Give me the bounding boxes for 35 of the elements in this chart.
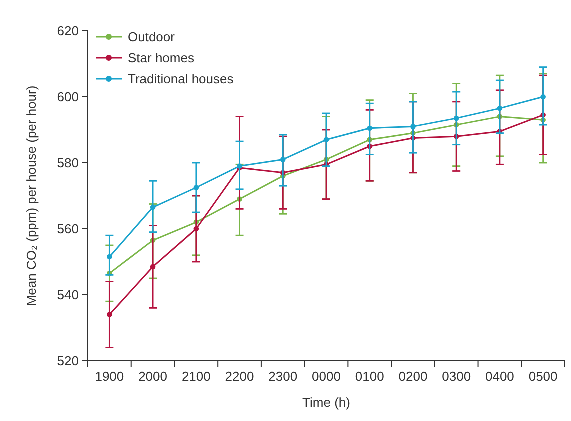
y-tick-label: 560 <box>57 222 79 237</box>
point <box>324 137 330 143</box>
point <box>194 226 200 232</box>
x-tick-label: 0100 <box>355 369 384 384</box>
y-tick-label: 580 <box>57 156 79 171</box>
x-tick-label: 2100 <box>182 369 211 384</box>
point <box>107 254 112 260</box>
legend-label: Traditional houses <box>128 72 234 87</box>
legend-label: Outdoor <box>128 30 176 45</box>
x-tick-label: 0500 <box>528 369 558 384</box>
y-tick-label: 520 <box>57 354 79 369</box>
y-tick-label: 600 <box>57 90 79 105</box>
y-tick-label: 620 <box>57 24 79 39</box>
point <box>540 94 546 100</box>
legend-label: Star homes <box>128 50 195 66</box>
point <box>107 312 112 318</box>
point <box>280 157 286 162</box>
point <box>454 116 460 122</box>
x-tick-label: 1900 <box>95 369 124 384</box>
point <box>150 264 156 270</box>
x-tick-label: 0400 <box>485 369 514 384</box>
x-tick-label: 2200 <box>225 369 254 384</box>
x-axis-title: Time (h) <box>302 395 350 410</box>
point <box>150 204 156 210</box>
point <box>367 126 373 131</box>
x-tick-label: 0200 <box>398 369 428 384</box>
x-tick-label: 0000 <box>312 369 341 384</box>
y-tick-label: 540 <box>57 288 79 303</box>
point <box>497 106 503 112</box>
point <box>410 124 416 130</box>
y-axis-title: Mean CO₂ (ppm) per house (per hour) <box>24 86 39 306</box>
x-tick-label: 0300 <box>442 369 472 384</box>
x-tick-label: 2000 <box>138 369 168 384</box>
point <box>194 185 200 190</box>
x-tick-label: 2300 <box>268 369 298 384</box>
